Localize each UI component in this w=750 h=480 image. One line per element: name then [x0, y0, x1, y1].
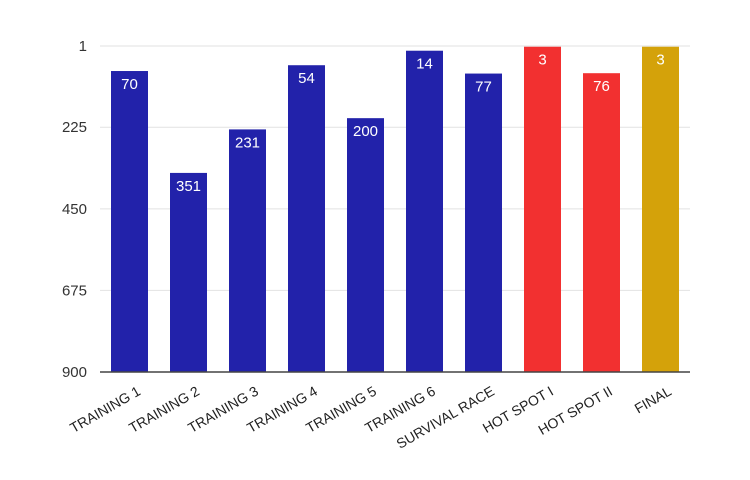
x-tick-label: SURVIVAL RACE	[394, 383, 497, 452]
bar	[347, 118, 384, 372]
bar	[229, 129, 266, 372]
bar-value-label: 351	[176, 178, 201, 195]
bar-value-label: 200	[353, 123, 378, 140]
bar	[642, 46, 679, 372]
bars: 70 351 231 54 200 14 77 3 76 3	[111, 46, 679, 373]
bar-value-label: 54	[298, 70, 315, 87]
bar	[524, 46, 561, 372]
bar	[406, 50, 443, 373]
y-tick-label: 675	[62, 282, 87, 299]
bar	[111, 71, 148, 373]
bar-value-label: 3	[538, 52, 546, 69]
bar	[465, 73, 502, 372]
bar-value-label: 3	[656, 52, 664, 69]
bar	[170, 172, 207, 372]
bar-value-label: 70	[121, 76, 138, 93]
bar-value-label: 76	[593, 78, 610, 95]
bar-value-label: 14	[416, 56, 433, 73]
bar-value-label: 77	[475, 79, 492, 96]
y-tick-label: 450	[62, 201, 87, 218]
y-tick-label: 1	[79, 38, 87, 55]
y-tick-label: 900	[62, 364, 87, 381]
x-tick-label: FINAL	[632, 383, 675, 417]
bar	[288, 65, 325, 373]
y-tick-label: 225	[62, 119, 87, 136]
bar-value-label: 231	[235, 134, 260, 151]
y-axis-ticks: 1 225 450 675 900	[62, 38, 87, 381]
bar	[583, 73, 620, 372]
